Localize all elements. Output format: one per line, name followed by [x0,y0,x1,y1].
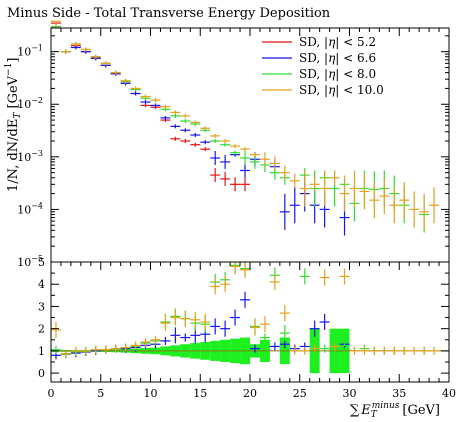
y-axis-label: 1/N, dN/dET [GeV−1] [4,58,23,192]
ratio-y-tick-label: 3 [38,300,45,313]
main-plot-panel: 10−1 10−2 10−3 10−4 10−5 [17,20,450,269]
legend-label-2: SD, |η| < 6.6 [299,51,376,65]
x-tick-label: 0 [48,387,55,400]
x-tick-label: 10 [144,387,158,400]
x-axis-label: ∑ ETminus [GeV] [350,401,440,420]
x-axis-ticks: 0 5 10 15 20 25 30 35 40 [48,28,456,400]
y-tick-label: 10−2 [17,96,43,111]
y-tick-label: 10−4 [17,201,43,216]
x-tick-label: 40 [442,387,456,400]
ratio-plot-panel: 0 1 2 3 4 5 0 5 10 15 20 25 30 35 40 [38,28,456,400]
ratio-y-tick-label: 0 [38,367,45,380]
chart-title: Minus Side - Total Transverse Energy Dep… [7,6,331,21]
y-tick-label: 10−3 [17,149,43,164]
ratio-plot-y-ticks: 0 1 2 3 4 5 [38,256,449,380]
legend-label-3: SD, |η| < 8.0 [299,67,376,81]
ratio-y-tick-label: 2 [38,323,45,336]
ratio-y-tick-label: 4 [38,278,45,291]
x-tick-label: 20 [243,387,257,400]
y-tick-label: 10−1 [17,44,43,59]
ratio-plot-marks [51,262,449,374]
legend-label-4: SD, |η| < 10.0 [299,83,384,97]
x-tick-label: 35 [392,387,406,400]
ratio-y-tick-label: 5 [38,256,45,269]
x-tick-label: 15 [193,387,207,400]
x-tick-label: 25 [293,387,307,400]
x-tick-label: 30 [343,387,357,400]
y-axis-label-group: 1/N, dN/dET [GeV−1] [4,58,23,192]
main-plot-y-ticks: 10−1 10−2 10−3 10−4 10−5 [17,35,449,269]
ratio-y-tick-label: 1 [38,345,45,358]
legend: SD, |η| < 5.2 SD, |η| < 6.6 SD, |η| < 8.0 S… [262,35,384,97]
main-plot-marks [51,20,440,236]
y-tick-label: 10−5 [17,254,43,269]
x-tick-label: 5 [97,387,104,400]
legend-label-1: SD, |η| < 5.2 [299,35,376,49]
